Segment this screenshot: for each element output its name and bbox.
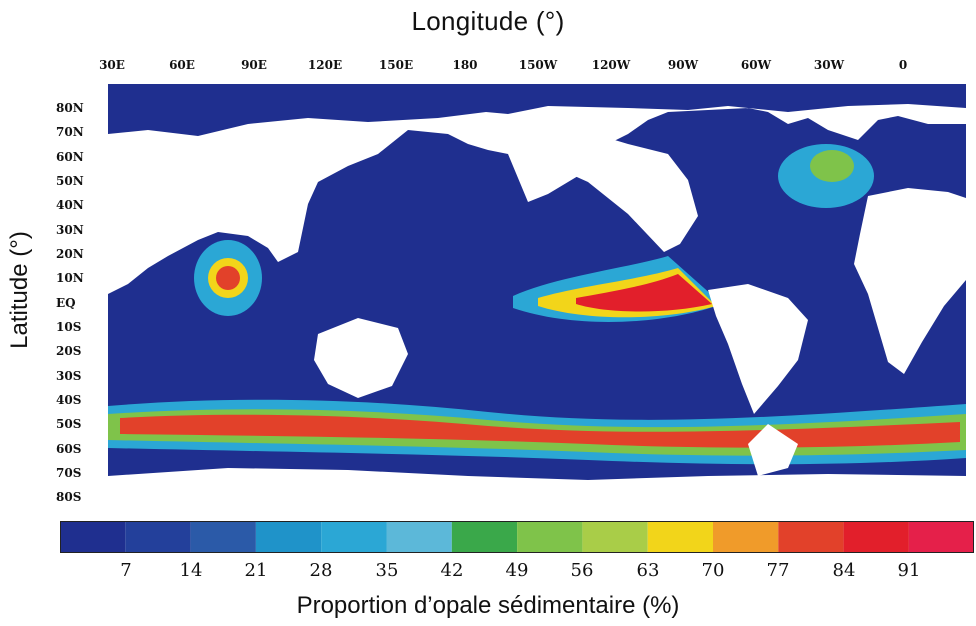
- lat-label-40n: 40N: [56, 198, 84, 212]
- lat-label-80n: 80N: [56, 101, 84, 115]
- land-antarctica: [108, 468, 966, 496]
- colorbar-segment-6: [386, 521, 452, 553]
- lat-label-40s: 40S: [56, 393, 82, 407]
- colorbar-segment-10: [647, 521, 713, 553]
- colorbar-tick-35: 35: [375, 560, 399, 581]
- lon-label-60e: 60E: [169, 58, 195, 72]
- colorbar-segment-1: [60, 521, 126, 553]
- lat-label-20n: 20N: [56, 247, 84, 261]
- lon-label-30w: 30W: [813, 58, 845, 72]
- opal-distribution-map: [108, 84, 966, 496]
- colorbar-segment-12: [778, 521, 844, 553]
- north-atlantic-core: [810, 150, 854, 182]
- colorbar-tick-91: 91: [897, 560, 921, 581]
- land-north-america: [528, 132, 698, 252]
- lon-label-120e: 120E: [307, 58, 343, 72]
- y-axis-title: Latitude (°): [6, 231, 33, 349]
- colorbar-tick-77: 77: [766, 560, 790, 581]
- colorbar-segment-8: [517, 521, 583, 553]
- colorbar-segment-13: [843, 521, 909, 553]
- colorbar-segment-14: [908, 521, 974, 553]
- equatorial-pacific-plume-core: [576, 274, 712, 312]
- colorbar-segment-9: [582, 521, 648, 553]
- lat-label-20s: 20S: [56, 344, 82, 358]
- lat-label-80s: 80S: [56, 490, 82, 504]
- lon-label-30e: 30E: [99, 58, 125, 72]
- lat-label-60n: 60N: [56, 150, 84, 164]
- lon-label-90w: 90W: [667, 58, 699, 72]
- lon-label-0: 0: [898, 58, 908, 72]
- colorbar-tick-84: 84: [832, 560, 856, 581]
- southern-ocean-belt-high: [120, 414, 960, 448]
- x-axis-title: Longitude (°): [411, 6, 565, 36]
- colorbar-tick-28: 28: [309, 560, 333, 581]
- lat-label-10s: 10S: [56, 320, 82, 334]
- lat-label-70n: 70N: [56, 125, 84, 139]
- colorbar-segment-2: [125, 521, 191, 553]
- land-southern-notch: [748, 424, 798, 476]
- land-africa: [854, 188, 966, 374]
- arabian-sea-core: [216, 266, 240, 290]
- colorbar-tick-14: 14: [179, 560, 203, 581]
- lat-label-50n: 50N: [56, 174, 84, 188]
- colorbar-title: Proportion d’opale sédimentaire (%): [296, 592, 680, 619]
- lat-label-50s: 50S: [56, 417, 82, 431]
- lat-label-eq: EQ: [56, 296, 76, 310]
- colorbar-tick-7: 7: [120, 560, 132, 581]
- colorbar-segment-7: [451, 521, 518, 553]
- lat-label-30s: 30S: [56, 369, 82, 383]
- lon-label-150e: 150E: [378, 58, 414, 72]
- colorbar-tick-63: 63: [636, 560, 660, 581]
- lon-label-60w: 60W: [740, 58, 772, 72]
- colorbar-segment-5: [321, 521, 387, 553]
- lon-label-180: 180: [452, 58, 478, 72]
- land-south-america: [708, 284, 808, 414]
- land-australia: [314, 318, 408, 398]
- land-north-asia-europe: [108, 104, 966, 294]
- colorbar-tick-21: 21: [244, 560, 268, 581]
- colorbar-tick-42: 42: [440, 560, 464, 581]
- lon-label-150w: 150W: [518, 58, 558, 72]
- lon-label-90e: 90E: [241, 58, 267, 72]
- lat-label-70s: 70S: [56, 466, 82, 480]
- colorbar-tick-56: 56: [570, 560, 594, 581]
- colorbar: [60, 521, 974, 553]
- lon-label-120w: 120W: [591, 58, 631, 72]
- colorbar-tick-49: 49: [505, 560, 529, 581]
- lat-label-10n: 10N: [56, 271, 84, 285]
- lat-label-30n: 30N: [56, 223, 84, 237]
- lat-label-60s: 60S: [56, 442, 82, 456]
- colorbar-segment-3: [190, 521, 256, 553]
- colorbar-frame: [60, 521, 974, 553]
- colorbar-tick-70: 70: [701, 560, 725, 581]
- colorbar-segment-4: [255, 521, 322, 553]
- colorbar-segment-11: [713, 521, 779, 553]
